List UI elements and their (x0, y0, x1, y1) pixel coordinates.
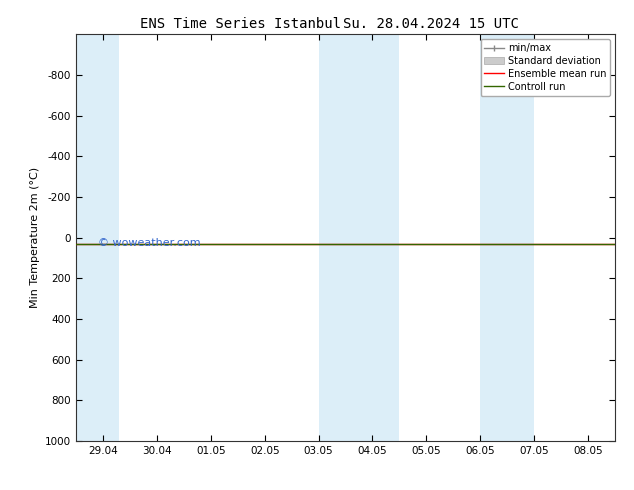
Bar (76, 34, 119, 441)
Legend: min/max, Standard deviation, Ensemble mean run, Controll run: min/max, Standard deviation, Ensemble me… (481, 39, 610, 96)
Y-axis label: Min Temperature 2m (°C): Min Temperature 2m (°C) (30, 167, 39, 308)
Text: Su. 28.04.2024 15 UTC: Su. 28.04.2024 15 UTC (343, 17, 519, 31)
Text: ENS Time Series Istanbul: ENS Time Series Istanbul (140, 17, 342, 31)
Bar (319, 34, 399, 441)
Text: © woweather.com: © woweather.com (98, 238, 200, 247)
Bar (481, 34, 534, 441)
